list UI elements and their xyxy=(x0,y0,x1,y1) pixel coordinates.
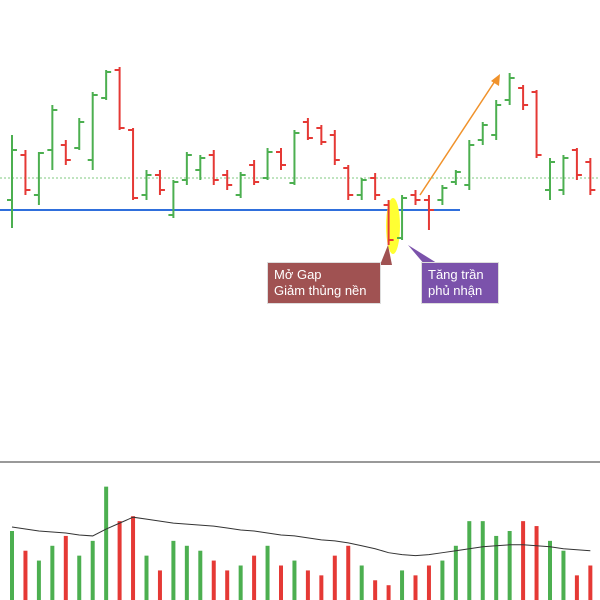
volume-bar xyxy=(507,531,512,600)
volume-bar xyxy=(534,526,539,600)
volume-bar xyxy=(467,521,472,600)
volume-bar xyxy=(453,545,458,600)
volume-bar xyxy=(10,531,14,600)
arrow-head xyxy=(491,74,500,86)
volume-bar xyxy=(292,560,297,600)
volume-bar xyxy=(238,565,243,600)
volume-bar xyxy=(359,565,364,600)
volume-bar xyxy=(63,535,68,600)
volume-bar xyxy=(480,521,485,600)
volume-bar xyxy=(305,570,310,600)
callout-pointer xyxy=(408,245,440,265)
annotation: Mở Gap Giảm thủng nền xyxy=(267,262,381,304)
volume-bar xyxy=(36,560,41,600)
callout-pointer xyxy=(380,245,392,265)
volume-bar xyxy=(373,580,378,600)
annotation: Tăng trần phủ nhận xyxy=(421,262,499,304)
volume-bar xyxy=(400,570,405,600)
volume-bar xyxy=(440,560,445,600)
volume-bar xyxy=(144,555,149,600)
volume-bar xyxy=(494,535,499,600)
volume-bar xyxy=(588,565,593,600)
volume-bar xyxy=(561,550,566,600)
volume-bar xyxy=(426,565,431,600)
volume-bar xyxy=(279,565,283,600)
volume-bar xyxy=(104,486,109,600)
volume-bar xyxy=(521,521,526,600)
volume-bar xyxy=(574,575,579,600)
volume-bar xyxy=(157,570,162,600)
volume-bar xyxy=(211,560,216,600)
volume-bar xyxy=(23,550,28,600)
volume-bar xyxy=(332,555,337,600)
volume-bar xyxy=(131,516,136,600)
volume-bar xyxy=(184,545,189,600)
volume-bar xyxy=(117,521,122,600)
volume-bar xyxy=(252,555,257,600)
volume-ma xyxy=(11,516,591,557)
trend-arrow xyxy=(419,77,498,196)
volume-bar xyxy=(225,570,230,600)
volume-bar xyxy=(413,575,418,600)
volume-bar xyxy=(265,545,270,600)
volume-bar xyxy=(346,545,351,600)
volume-bar xyxy=(548,540,552,600)
volume-bar xyxy=(77,555,82,600)
volume-bar xyxy=(50,545,55,600)
volume-bar xyxy=(90,540,95,600)
volume-bar xyxy=(198,550,203,600)
volume-bar xyxy=(319,575,324,600)
volume-bar xyxy=(386,585,391,600)
volume-bar xyxy=(171,540,176,600)
